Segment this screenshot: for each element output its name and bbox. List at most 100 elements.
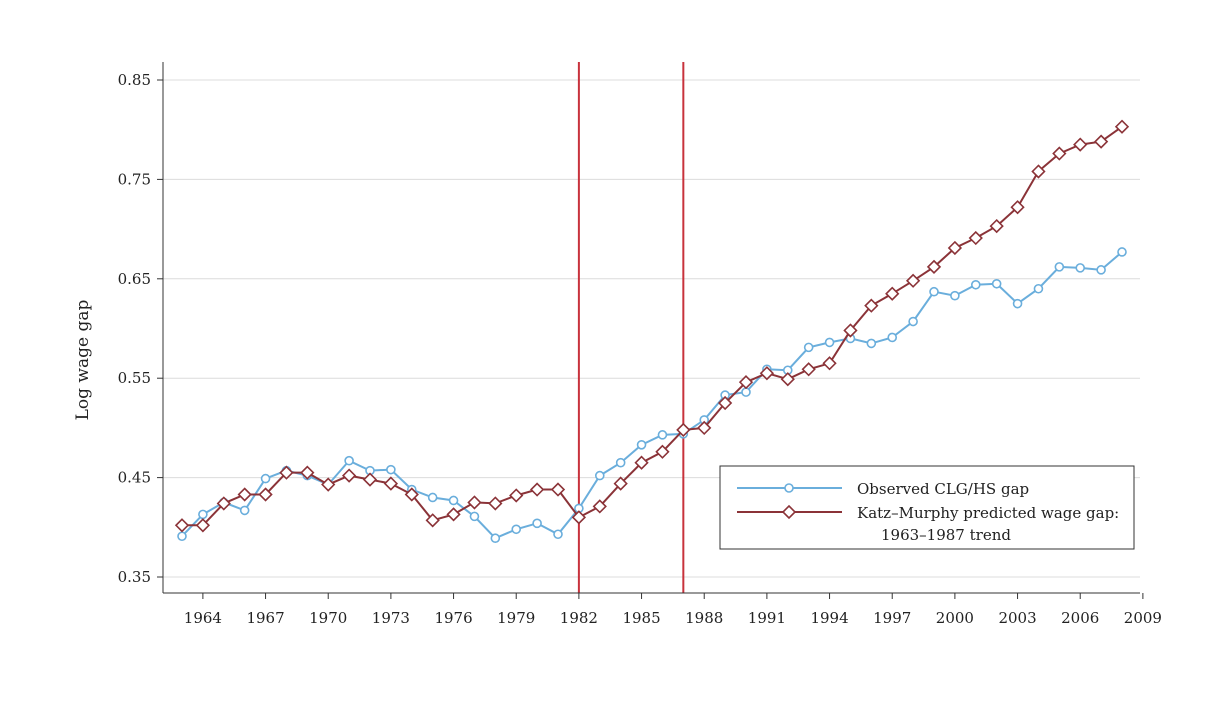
data-point-observed <box>239 505 250 516</box>
data-point-observed <box>908 316 918 327</box>
data-point-observed <box>469 511 480 522</box>
data-point-observed <box>803 342 814 353</box>
data-point-predicted <box>592 499 607 514</box>
data-point-observed <box>594 470 605 481</box>
data-point-observed <box>448 495 459 506</box>
data-point-observed <box>887 332 898 343</box>
data-point-observed <box>1117 247 1127 257</box>
legend-marker-observed <box>784 483 794 493</box>
data-point-predicted <box>738 375 754 390</box>
axes <box>162 62 1140 594</box>
x-tick-label: 1979 <box>497 609 535 627</box>
data-point-predicted <box>1031 164 1046 179</box>
data-point-predicted <box>989 218 1004 234</box>
data-point-predicted <box>300 465 315 480</box>
series-layer <box>174 119 1130 544</box>
x-tick-label: 1970 <box>309 609 347 627</box>
data-point-predicted <box>341 468 357 483</box>
data-point-predicted <box>529 482 545 497</box>
data-point-predicted <box>488 496 503 511</box>
data-point-observed <box>741 387 751 397</box>
legend-label-observed: Observed CLG/HS gap <box>857 480 1029 498</box>
data-point-observed <box>970 279 981 290</box>
data-point-predicted <box>1073 137 1088 152</box>
data-point-predicted <box>571 510 587 525</box>
data-point-observed <box>657 430 668 440</box>
data-point-predicted <box>509 488 524 503</box>
data-point-observed <box>950 290 960 301</box>
data-point-predicted <box>467 495 482 510</box>
y-tick-label: 0.85 <box>118 71 151 89</box>
data-point-predicted <box>613 476 628 491</box>
data-point-predicted <box>885 286 900 301</box>
data-point-observed <box>1033 283 1044 294</box>
legend-label-predicted-line2: 1963–1987 trend <box>881 526 1011 544</box>
x-tick-label: 1976 <box>434 609 472 627</box>
data-point-predicted <box>655 444 670 459</box>
data-point-observed <box>636 439 647 450</box>
data-point-predicted <box>759 366 775 381</box>
data-point-observed <box>490 533 501 544</box>
y-tick-label: 0.75 <box>118 170 151 188</box>
x-tick-label: 2009 <box>1124 609 1162 627</box>
data-point-observed <box>991 278 1002 289</box>
x-tick-label: 1982 <box>560 609 598 627</box>
data-point-predicted <box>1093 134 1109 149</box>
data-point-observed <box>532 518 542 529</box>
data-point-observed <box>866 338 877 349</box>
legend-marker-predicted <box>781 504 797 520</box>
data-point-predicted <box>404 487 419 502</box>
x-tick-label: 1994 <box>810 609 848 627</box>
data-point-observed <box>1075 263 1086 273</box>
x-tick-label: 1988 <box>685 609 723 627</box>
data-point-observed <box>198 509 208 520</box>
data-point-predicted <box>321 477 336 492</box>
data-point-predicted <box>216 496 231 511</box>
data-point-observed <box>260 473 271 484</box>
data-point-predicted <box>1010 200 1025 215</box>
data-point-predicted <box>822 356 837 371</box>
data-point-predicted <box>258 487 273 502</box>
x-tick-label: 2003 <box>998 609 1036 627</box>
data-point-predicted <box>279 465 294 480</box>
data-point-predicted <box>717 395 733 411</box>
data-point-predicted <box>697 420 712 436</box>
x-tick-label: 2006 <box>1061 609 1099 627</box>
data-point-predicted <box>780 372 795 387</box>
y-tick-label: 0.65 <box>118 270 151 288</box>
data-point-predicted <box>634 455 649 470</box>
data-point-observed <box>511 524 522 535</box>
data-point-predicted <box>237 487 252 502</box>
legend-label-predicted: Katz–Murphy predicted wage gap: <box>857 504 1119 522</box>
data-point-predicted <box>1052 146 1067 161</box>
x-tick-label: 1973 <box>372 609 410 627</box>
data-point-observed <box>553 529 563 540</box>
data-point-predicted <box>843 323 858 338</box>
data-point-observed <box>1096 265 1106 275</box>
data-point-predicted <box>174 518 190 533</box>
legend: Observed CLG/HS gap Katz–Murphy predicte… <box>719 465 1135 550</box>
x-tick-label: 1991 <box>748 609 786 627</box>
data-point-observed <box>1012 298 1023 309</box>
data-point-predicted <box>676 422 691 438</box>
data-point-predicted <box>905 273 921 288</box>
series-line-0 <box>181 251 1123 540</box>
x-tick-label: 1997 <box>873 609 911 627</box>
y-axis-title: Log wage gap <box>73 300 93 421</box>
y-tick-label: 0.45 <box>118 469 151 487</box>
data-point-observed <box>824 337 835 348</box>
data-point-observed <box>929 286 939 297</box>
data-point-predicted <box>968 230 983 246</box>
series-line-1 <box>182 125 1123 527</box>
data-point-observed <box>386 464 396 475</box>
data-point-predicted <box>383 476 399 491</box>
data-point-observed <box>1054 262 1065 272</box>
data-point-observed <box>427 492 438 503</box>
data-point-predicted <box>1114 119 1130 134</box>
data-point-predicted <box>550 482 566 497</box>
x-tick-label: 2000 <box>936 609 974 627</box>
data-point-observed <box>615 457 626 468</box>
